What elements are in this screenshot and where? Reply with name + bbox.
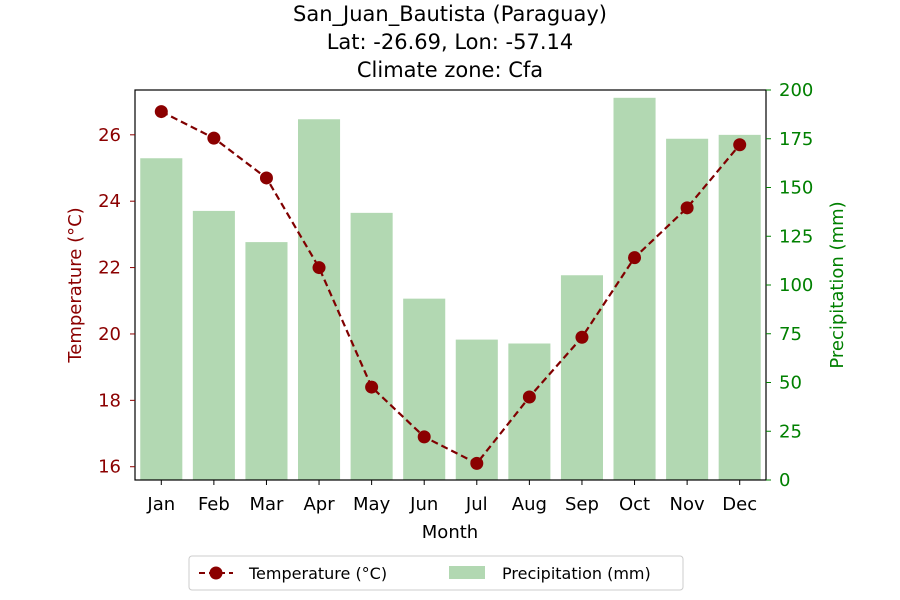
precipitation-bars — [140, 97, 761, 481]
y-axis-left-label: Temperature (°C) — [65, 207, 86, 363]
legend: Temperature (°C) Precipitation (mm) — [188, 555, 684, 591]
y-right-tick-label-125: 125 — [779, 226, 813, 247]
precip-bar-jun — [403, 298, 446, 480]
precip-bar-nov — [666, 138, 709, 480]
y-left-tick-label-24: 24 — [98, 191, 121, 212]
y-right-tick-label-50: 50 — [779, 373, 802, 394]
y-right-tick-label-175: 175 — [779, 129, 813, 150]
x-axis-label: Month — [422, 522, 478, 543]
chart-title-line-3: Climate zone: Cfa — [357, 58, 543, 82]
y-left-tick-label-18: 18 — [98, 390, 121, 411]
axes: Jan Feb Mar Apr May Jun Jul Aug Sep Oct Nov Dec 16 18… — [98, 80, 813, 515]
legend-box — [188, 555, 684, 591]
x-tick-label-sep: Sep — [565, 494, 599, 515]
precip-bar-oct — [613, 97, 656, 481]
y-right-tick-label-75: 75 — [779, 324, 802, 345]
temp-point-jan — [154, 105, 168, 119]
precip-bar-jan — [140, 158, 183, 480]
x-tick-label-oct: Oct — [619, 494, 650, 515]
temp-point-jul — [470, 456, 484, 470]
legend-precipitation-label: Precipitation (mm) — [502, 564, 651, 583]
x-tick-label-feb: Feb — [198, 494, 230, 515]
y-left-tick-label-20: 20 — [98, 324, 121, 345]
y-right-tick-label-0: 0 — [779, 470, 790, 491]
y-axis-right-label: Precipitation (mm) — [827, 201, 848, 368]
legend-temperature-marker — [209, 566, 223, 580]
legend-temperature-label: Temperature (°C) — [248, 564, 387, 583]
temp-point-sep — [575, 330, 589, 344]
x-tick-label-jul: Jul — [465, 494, 488, 515]
temp-point-jun — [417, 430, 431, 444]
temperature-series-line — [160, 110, 741, 465]
y-left-tick-label-16: 16 — [98, 457, 121, 478]
x-tick-label-mar: Mar — [249, 494, 284, 515]
temp-point-dec — [733, 138, 747, 152]
y-right-tick-label-150: 150 — [779, 178, 813, 199]
temperature-line — [154, 105, 747, 470]
chart-title-line-2: Lat: -26.69, Lon: -57.14 — [327, 30, 574, 54]
chart-title-line-1: San_Juan_Bautista (Paraguay) — [293, 2, 607, 27]
precip-bar-may — [350, 212, 393, 480]
x-tick-label-jan: Jan — [146, 494, 175, 515]
temp-point-apr — [312, 261, 326, 275]
x-tick-label-jun: Jun — [409, 494, 438, 515]
temp-point-feb — [207, 131, 221, 145]
precip-bar-sep — [560, 275, 603, 480]
y-right-tick-label-100: 100 — [779, 275, 813, 296]
x-tick-label-nov: Nov — [670, 494, 705, 515]
temp-point-may — [365, 380, 379, 394]
precip-bar-apr — [298, 119, 341, 480]
x-tick-label-dec: Dec — [722, 494, 757, 515]
precip-bar-aug — [508, 343, 551, 480]
precip-bar-dec — [718, 134, 761, 480]
temp-point-aug — [522, 390, 536, 404]
y-left-tick-label-26: 26 — [98, 125, 121, 146]
temp-point-nov — [680, 201, 694, 215]
temp-point-mar — [259, 171, 273, 185]
legend-precipitation-swatch — [449, 566, 485, 579]
precip-bar-mar — [245, 242, 288, 480]
y-right-tick-label-25: 25 — [779, 421, 802, 442]
precip-bar-feb — [192, 210, 235, 480]
x-tick-label-aug: Aug — [512, 494, 547, 515]
y-left-tick-label-22: 22 — [98, 258, 121, 279]
x-tick-label-may: May — [353, 494, 391, 515]
y-right-tick-label-200: 200 — [779, 80, 813, 101]
x-tick-label-apr: Apr — [303, 494, 335, 515]
temp-point-oct — [628, 251, 642, 265]
